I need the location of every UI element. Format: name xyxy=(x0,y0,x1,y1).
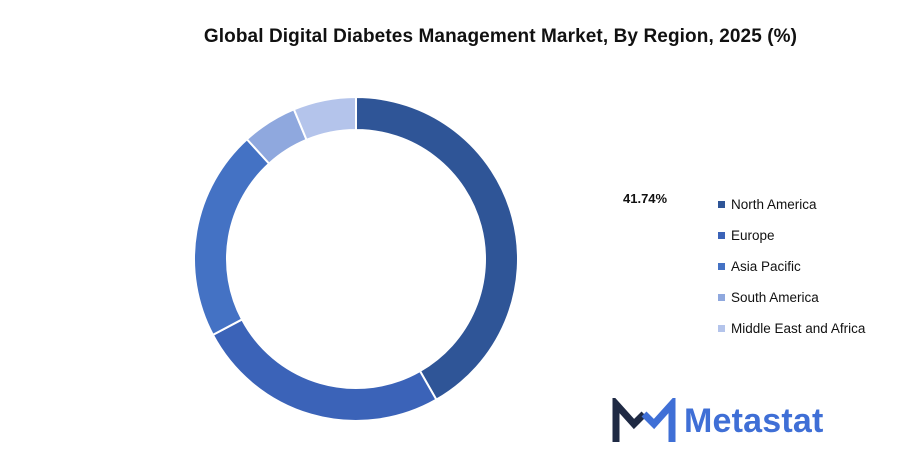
legend-item-south-america: South America xyxy=(718,282,865,313)
highlight-value-label: 41.74% xyxy=(623,191,668,206)
legend-item-middle-east-africa: Middle East and Africa xyxy=(718,313,865,344)
metastat-mark-icon xyxy=(612,398,676,442)
chart-title: Global Digital Diabetes Management Marke… xyxy=(203,26,798,47)
metastat-logo: Metastat xyxy=(612,398,824,444)
legend-item-europe: Europe xyxy=(718,220,865,251)
donut-slice-europe xyxy=(211,318,438,422)
legend-swatch xyxy=(718,325,725,332)
legend-label: Middle East and Africa xyxy=(731,321,866,336)
legend-swatch xyxy=(718,232,725,239)
donut-slice-asia-pacific xyxy=(193,137,271,337)
legend-swatch xyxy=(718,263,725,270)
legend-label: Asia Pacific xyxy=(731,259,801,274)
legend-label: North America xyxy=(731,197,817,212)
legend-swatch xyxy=(718,294,725,301)
legend-swatch xyxy=(718,201,725,208)
legend-label: South America xyxy=(731,290,819,305)
legend-label: Europe xyxy=(731,228,775,243)
donut-slices xyxy=(193,95,519,422)
legend-item-north-america: North America xyxy=(718,189,865,220)
legend-item-asia-pacific: Asia Pacific xyxy=(718,251,865,282)
chart-legend: North America Europe Asia Pacific South … xyxy=(718,189,865,344)
donut-slice-north-america xyxy=(355,95,519,402)
brand-name: Metastat xyxy=(684,401,824,440)
donut-slice-middle-east-and-africa xyxy=(292,95,357,142)
